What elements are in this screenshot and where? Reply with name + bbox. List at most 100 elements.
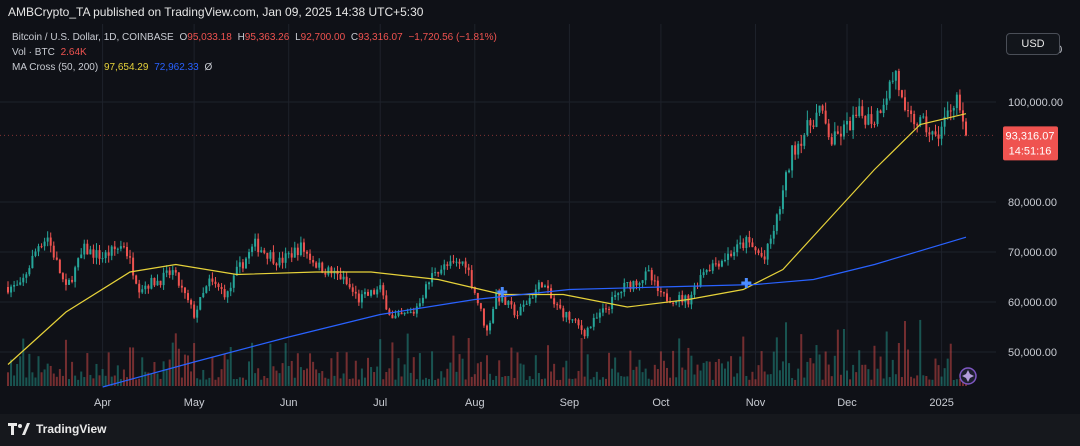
candle-body	[305, 251, 308, 254]
candle-body	[208, 278, 211, 287]
volume-bar	[144, 371, 147, 386]
volume-bar	[190, 371, 193, 386]
candle-body	[614, 295, 617, 297]
ma-slow-value: 72,962.33	[154, 62, 199, 73]
volume-bar	[955, 379, 958, 386]
volume-bar	[406, 333, 409, 386]
volume-bar	[540, 379, 543, 386]
candle-body	[604, 308, 607, 310]
volume-bar	[754, 379, 757, 386]
low-value: 92,700.00	[300, 32, 346, 43]
volume-bar	[171, 342, 174, 386]
volume-bar	[174, 333, 177, 386]
volume-bar	[290, 360, 293, 386]
candle-body	[64, 279, 67, 285]
candle-body	[293, 247, 296, 258]
candle-body	[641, 280, 644, 284]
volume-bar	[751, 371, 754, 386]
volume-bar	[559, 379, 562, 386]
volume-bar	[690, 355, 693, 386]
candle-body	[272, 252, 275, 264]
volume-bar	[876, 368, 879, 386]
candle-body	[800, 143, 803, 146]
volume-bar	[357, 379, 360, 386]
volume-bar	[248, 361, 251, 386]
candle-body	[852, 114, 855, 131]
volume-bar	[806, 361, 809, 386]
candle-body	[772, 230, 775, 239]
volume-bar	[424, 377, 427, 386]
open-label: O	[179, 32, 188, 43]
x-tick-label: Apr	[94, 397, 111, 409]
volume-bar	[327, 378, 330, 386]
volume-bar	[19, 356, 22, 386]
candle-body	[211, 278, 214, 282]
candle-body	[165, 270, 168, 273]
volume-bar	[647, 378, 650, 386]
currency-button[interactable]: USD	[1006, 33, 1060, 55]
volume-bar	[13, 375, 16, 386]
volume-bar	[479, 361, 482, 386]
tradingview-brand[interactable]: TradingView	[8, 422, 106, 436]
volume-bar	[428, 379, 431, 386]
volume-bar	[431, 351, 434, 386]
volume-bar	[601, 377, 604, 386]
candle-body	[949, 110, 952, 112]
volume-bar	[608, 352, 611, 386]
volume-bar	[742, 336, 745, 386]
candle-body	[507, 301, 510, 305]
candle-body	[757, 250, 760, 253]
candle-body	[867, 114, 870, 125]
volume-bar	[705, 361, 708, 386]
volume-bar	[110, 376, 113, 386]
volume-bar	[122, 369, 125, 386]
candle-body	[89, 249, 92, 255]
candle-body	[934, 131, 937, 135]
candle-body	[513, 304, 516, 316]
candle-body	[296, 247, 299, 256]
volume-bar	[287, 365, 290, 386]
candle-body	[769, 238, 772, 244]
candle-body	[467, 267, 470, 271]
candle-body	[25, 274, 28, 278]
volume-bar	[769, 374, 772, 386]
volume-bar	[165, 370, 168, 386]
volume-bar	[284, 343, 287, 386]
volume-bar	[888, 377, 891, 386]
candle-body	[360, 294, 363, 303]
volume-bar	[275, 370, 278, 386]
volume-bar	[244, 379, 247, 386]
volume-bar	[129, 347, 132, 386]
volume-bar	[318, 373, 321, 386]
volume-bar	[666, 367, 669, 386]
volume-bar	[37, 356, 40, 386]
price-chart[interactable]: 50,000.00 60,000.00 70,000.00 80,000.00 100,…	[0, 24, 1080, 414]
candle-body	[379, 285, 382, 290]
volume-bar	[31, 372, 34, 386]
volume-bar	[519, 363, 522, 386]
volume-bar	[821, 379, 824, 386]
volume-bar	[482, 379, 485, 386]
candle-body	[742, 242, 745, 249]
candle-body	[666, 293, 669, 302]
volume-bar	[199, 379, 202, 386]
candle-body	[489, 322, 492, 331]
volume-bar	[80, 371, 83, 386]
volume-bar	[492, 379, 495, 386]
candle-body	[849, 120, 852, 131]
candle-body	[943, 116, 946, 127]
volume-bar	[135, 379, 138, 386]
candle-body	[922, 116, 925, 118]
candle-body	[763, 256, 766, 260]
candle-body	[376, 289, 379, 295]
volume-bar	[760, 351, 763, 386]
candle-body	[125, 247, 128, 257]
candle-body	[693, 285, 696, 295]
candle-body	[592, 317, 595, 327]
volume-bar	[891, 359, 894, 386]
candle-body	[431, 273, 434, 283]
volume-bar	[510, 347, 513, 386]
candle-body	[784, 172, 787, 191]
volume-bar	[168, 359, 171, 386]
candle-body	[550, 288, 553, 299]
